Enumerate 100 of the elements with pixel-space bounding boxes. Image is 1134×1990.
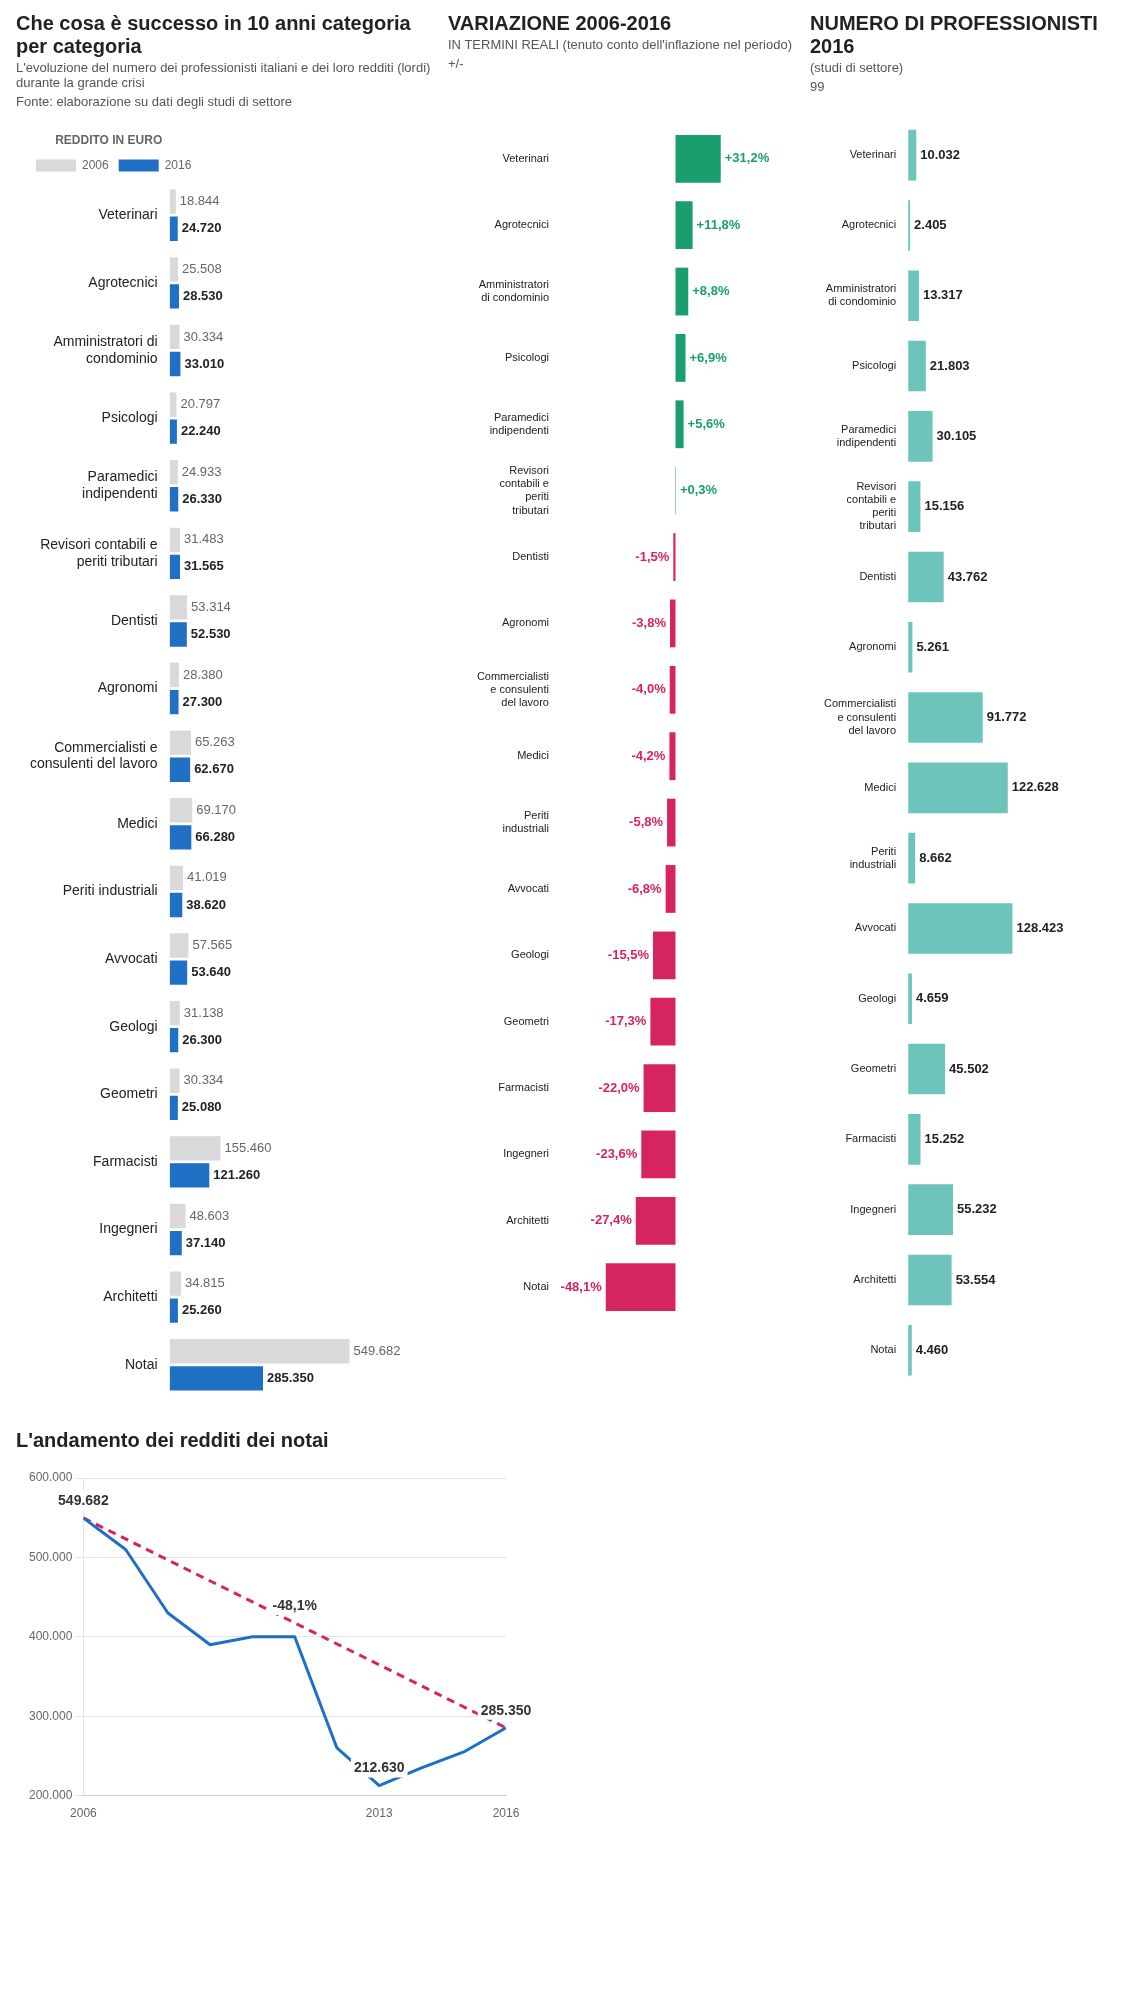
data-label: 55.232 <box>957 1201 997 1217</box>
bar <box>675 201 693 250</box>
data-label: 26.330 <box>182 490 223 506</box>
bar <box>169 933 189 958</box>
y-tick-label: Farmacisti <box>498 1081 549 1094</box>
y-tick-label: Dentisti <box>512 550 549 563</box>
y-tick-label: Architetti <box>506 1213 549 1226</box>
bar <box>169 1136 221 1161</box>
data-label: 21.803 <box>929 357 970 373</box>
bar <box>908 692 983 743</box>
text: 99 <box>810 79 826 94</box>
data-label: 30.334 <box>183 328 224 344</box>
data-label: 25.260 <box>181 1302 222 1318</box>
y-tick-label: Avvocati <box>104 949 158 966</box>
data-label: 285.350 <box>267 1369 315 1385</box>
data-label: +31,2% <box>724 150 770 166</box>
data-label: 4.460 <box>915 1341 949 1357</box>
bar <box>169 1271 182 1296</box>
y-tick-label: 200.000 <box>28 1787 73 1802</box>
y-tick-label: Veterinari <box>849 148 897 161</box>
y-tick-label: Veterinari <box>502 151 549 164</box>
bar <box>675 400 684 449</box>
data-label: -27,4% <box>590 1212 633 1228</box>
data-label: 122.628 <box>1011 779 1059 795</box>
data-label: 48.603 <box>189 1207 230 1223</box>
bar <box>169 216 178 241</box>
bar <box>908 411 933 462</box>
y-tick-label: Medici <box>864 780 897 793</box>
bar <box>635 1196 676 1245</box>
bar <box>169 825 192 850</box>
bar <box>641 1130 676 1179</box>
data-label: 53.640 <box>191 964 231 980</box>
bar <box>908 340 926 392</box>
annotation: 285.350 <box>480 1701 532 1718</box>
bar <box>169 189 176 214</box>
y-tick-label: Agrotecnici <box>494 218 549 231</box>
data-label: 27.300 <box>182 693 223 709</box>
y-tick-label: 400.000 <box>28 1629 73 1644</box>
bar <box>669 599 676 648</box>
bar <box>605 1263 676 1312</box>
y-tick-label: Dentisti <box>110 611 158 628</box>
y-tick-label: Notai <box>124 1355 158 1372</box>
data-label: -3,8% <box>632 615 667 631</box>
bar <box>169 1028 179 1053</box>
y-tick-label: Avvocati <box>854 921 897 934</box>
data-label: 128.423 <box>1016 920 1064 936</box>
y-tick-label: Periti industriali <box>62 882 158 899</box>
bar <box>669 665 676 714</box>
bar <box>908 551 944 603</box>
bar <box>169 392 177 417</box>
bar <box>169 662 179 688</box>
y-tick-label: 500.000 <box>28 1549 73 1564</box>
source-note: Fonte: elaborazione su dati degli studi di settore <box>16 94 294 109</box>
data-label: 15.156 <box>924 498 965 514</box>
data-label: +8,8% <box>692 283 730 299</box>
bar <box>169 1339 350 1364</box>
bar <box>169 1366 264 1391</box>
data-label: 33.010 <box>184 355 225 371</box>
bar <box>908 1184 953 1235</box>
bar <box>673 533 676 581</box>
y-tick-label: Agrotecnici <box>88 273 158 290</box>
data-label: 31.483 <box>183 531 224 547</box>
y-tick-label: Dentisti <box>859 569 897 582</box>
y-tick-label: Geometri <box>503 1014 549 1027</box>
data-label: -22,0% <box>598 1079 641 1095</box>
data-label: -5,8% <box>629 814 664 830</box>
data-label: 43.762 <box>947 568 988 584</box>
y-tick-label: Geometri <box>100 1085 158 1102</box>
y-tick-label: Farmacisti <box>93 1152 158 1169</box>
bar <box>169 1298 178 1323</box>
data-label: 22.240 <box>180 423 221 439</box>
bar <box>908 903 1013 954</box>
data-label: -1,5% <box>635 548 670 564</box>
bar <box>169 527 180 552</box>
bar <box>169 1203 186 1229</box>
y-tick-label: Revisori contabili e periti tributari <box>846 479 897 532</box>
chart-title: L'andamento dei redditi dei notai <box>16 1429 330 1452</box>
y-tick-label: Ingegneri <box>99 1220 158 1237</box>
bar <box>169 460 178 485</box>
y-tick-label: Geologi <box>109 1017 158 1034</box>
data-label: 18.844 <box>179 193 220 209</box>
data-label: 25.508 <box>181 260 222 276</box>
y-tick-label: Geologi <box>858 991 897 1004</box>
data-label: +6,9% <box>689 349 728 365</box>
bar <box>169 1163 210 1188</box>
chart-title: Che cosa è successo in 10 anni categoria per categoria <box>16 12 412 58</box>
bar <box>169 622 187 647</box>
data-label: 30.334 <box>183 1072 224 1088</box>
y-tick-label: Revisori contabili e periti tributari <box>499 463 549 516</box>
data-label: 53.314 <box>191 599 231 614</box>
y-tick-label: Commercialisti e consulenti del lavoro <box>823 697 897 736</box>
y-tick-label: 300.000 <box>28 1708 73 1723</box>
data-label: 24.933 <box>181 463 222 479</box>
y-tick-label: Psicologi <box>852 359 897 372</box>
data-label: 13.317 <box>922 287 963 303</box>
text: +/- <box>448 56 465 71</box>
bar <box>169 419 177 444</box>
bar <box>669 732 676 781</box>
data-label: 45.502 <box>949 1060 989 1076</box>
data-label: 549.682 <box>353 1342 401 1358</box>
